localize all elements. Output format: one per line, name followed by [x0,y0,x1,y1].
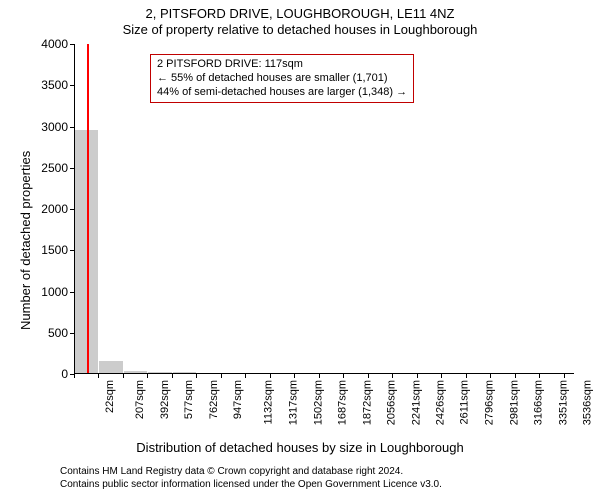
footer-line-2: Contains public sector information licen… [60,479,442,492]
y-tick: 3000 [41,120,68,134]
info-box: 2 PITSFORD DRIVE: 117sqm ← 55% of detach… [150,54,414,103]
x-tick: 3351sqm [557,380,569,425]
y-tick: 3500 [41,78,68,92]
x-tick: 577sqm [184,380,196,419]
x-tick: 1317sqm [288,380,300,425]
histogram-bar [148,372,171,373]
x-tick: 2611sqm [458,380,470,424]
y-axis-label: Number of detached properties [18,151,33,330]
chart-subtitle: Size of property relative to detached ho… [0,22,600,37]
histogram-bar [124,371,147,373]
y-tick: 4000 [41,37,68,51]
x-tick: 2796sqm [484,380,496,425]
histogram-bar [99,361,122,373]
x-tick: 3536sqm [581,380,593,425]
x-tick: 22sqm [104,380,116,413]
info-line-3: 44% of semi-detached houses are larger (… [157,86,407,100]
y-tick: 0 [61,367,68,381]
x-tick: 1872sqm [361,380,373,425]
chart-title: 2, PITSFORD DRIVE, LOUGHBOROUGH, LE11 4N… [0,6,600,21]
info-line-1: 2 PITSFORD DRIVE: 117sqm [157,58,407,72]
x-tick: 392sqm [159,380,171,419]
y-tick: 500 [48,326,68,340]
x-tick: 2981sqm [508,380,520,425]
y-tick: 2500 [41,161,68,175]
x-tick: 762sqm [208,380,220,419]
x-axis-label: Distribution of detached houses by size … [0,440,600,455]
x-tick: 1502sqm [312,380,324,425]
histogram-bar [173,372,196,373]
footer-line-1: Contains HM Land Registry data © Crown c… [60,466,442,479]
property-marker [87,44,89,373]
x-tick: 3166sqm [532,380,544,425]
y-tick: 2000 [41,202,68,216]
info-line-2: ← 55% of detached houses are smaller (1,… [157,72,407,86]
x-tick: 2241sqm [410,380,422,425]
y-tick: 1000 [41,285,68,299]
y-tick: 1500 [41,243,68,257]
x-tick: 1687sqm [337,380,349,425]
x-tick: 2056sqm [386,380,398,425]
x-tick: 1132sqm [262,380,274,424]
footer: Contains HM Land Registry data © Crown c… [60,466,442,491]
x-tick: 2426sqm [435,380,447,425]
figure: 2, PITSFORD DRIVE, LOUGHBOROUGH, LE11 4N… [0,0,600,500]
x-tick: 207sqm [135,380,147,419]
x-tick: 947sqm [233,380,245,419]
